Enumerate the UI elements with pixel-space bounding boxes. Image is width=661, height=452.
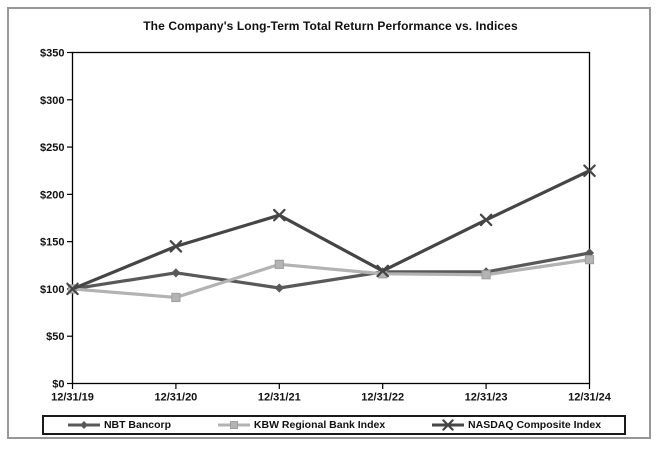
- diamond-marker-icon: [79, 421, 88, 429]
- performance-chart: $350 $300 $250 $200 $150 $100 $50 $012/31/19 12/…: [40, 48, 612, 404]
- legend-label-kbw-regional-bank-index: KBW Regional Bank Index: [253, 419, 386, 431]
- figure-border: [7, 7, 651, 439]
- series-line-nasdaq-composite-index: [70, 169, 592, 291]
- data-point-nasdaq-composite-index: [376, 264, 389, 278]
- square-marker-icon: [229, 421, 238, 429]
- legend-item-kbw-regional-bank-index: KBW Regional Bank Index: [217, 419, 385, 431]
- y-axis-tick-label: $200: [40, 189, 64, 201]
- nbt-bancorp-line-sample-icon: [67, 421, 100, 429]
- y-axis-tick-label: $100: [40, 284, 64, 296]
- plot-frame: [71, 51, 591, 385]
- legend-item-nbt-bancorp: NBT Bancorp: [67, 419, 171, 431]
- data-point-kbw-regional-bank-index: [171, 292, 181, 303]
- data-point-nasdaq-composite-index: [273, 208, 286, 222]
- data-point-nasdaq-composite-index: [66, 282, 79, 296]
- y-axis-tick-label: $350: [40, 48, 64, 60]
- legend-label-nasdaq-composite-index: NASDAQ Composite Index: [468, 419, 602, 431]
- x-axis-tick-label: 12/31/23: [465, 392, 508, 404]
- chart-title: The Company's Long-Term Total Return Per…: [143, 19, 518, 33]
- x-axis-tick-label: 12/31/22: [361, 392, 404, 404]
- y-axis-tick-label: $50: [46, 331, 64, 343]
- x-axis-tick-label: 12/31/21: [258, 392, 301, 404]
- legend: NBT Bancorp KBW Regional Bank Index NASD…: [42, 415, 626, 435]
- data-point-kbw-regional-bank-index: [481, 270, 491, 280]
- data-point-nasdaq-composite-index: [479, 213, 493, 227]
- kbw-index-line-sample-icon: [217, 421, 250, 429]
- data-point-nbt-bancorp: [274, 283, 284, 293]
- x-marker-icon: [442, 419, 454, 431]
- series-line-kbw-regional-bank-index: [70, 258, 592, 300]
- data-point-kbw-regional-bank-index: [274, 259, 284, 269]
- x-axis-tick-label: 12/31/20: [154, 392, 197, 404]
- legend-item-nasdaq-composite-index: NASDAQ Composite Index: [431, 419, 601, 431]
- x-axis-tick-label: 12/31/19: [51, 392, 94, 404]
- x-axis-tick-label: 12/31/24: [568, 392, 612, 404]
- y-axis-tick-label: $0: [52, 379, 64, 391]
- data-point-kbw-regional-bank-index: [584, 255, 595, 265]
- nasdaq-index-line-sample-icon: [432, 419, 465, 431]
- legend-label-nbt-bancorp: NBT Bancorp: [103, 419, 172, 431]
- data-point-nasdaq-composite-index: [583, 164, 596, 178]
- y-axis-tick-label: $250: [40, 142, 64, 154]
- y-axis-tick-label: $150: [40, 237, 64, 249]
- data-point-nasdaq-composite-index: [169, 240, 183, 253]
- data-point-nbt-bancorp: [171, 268, 181, 278]
- y-axis-tick-label: $300: [40, 95, 64, 107]
- series-line-nbt-bancorp: [70, 251, 592, 291]
